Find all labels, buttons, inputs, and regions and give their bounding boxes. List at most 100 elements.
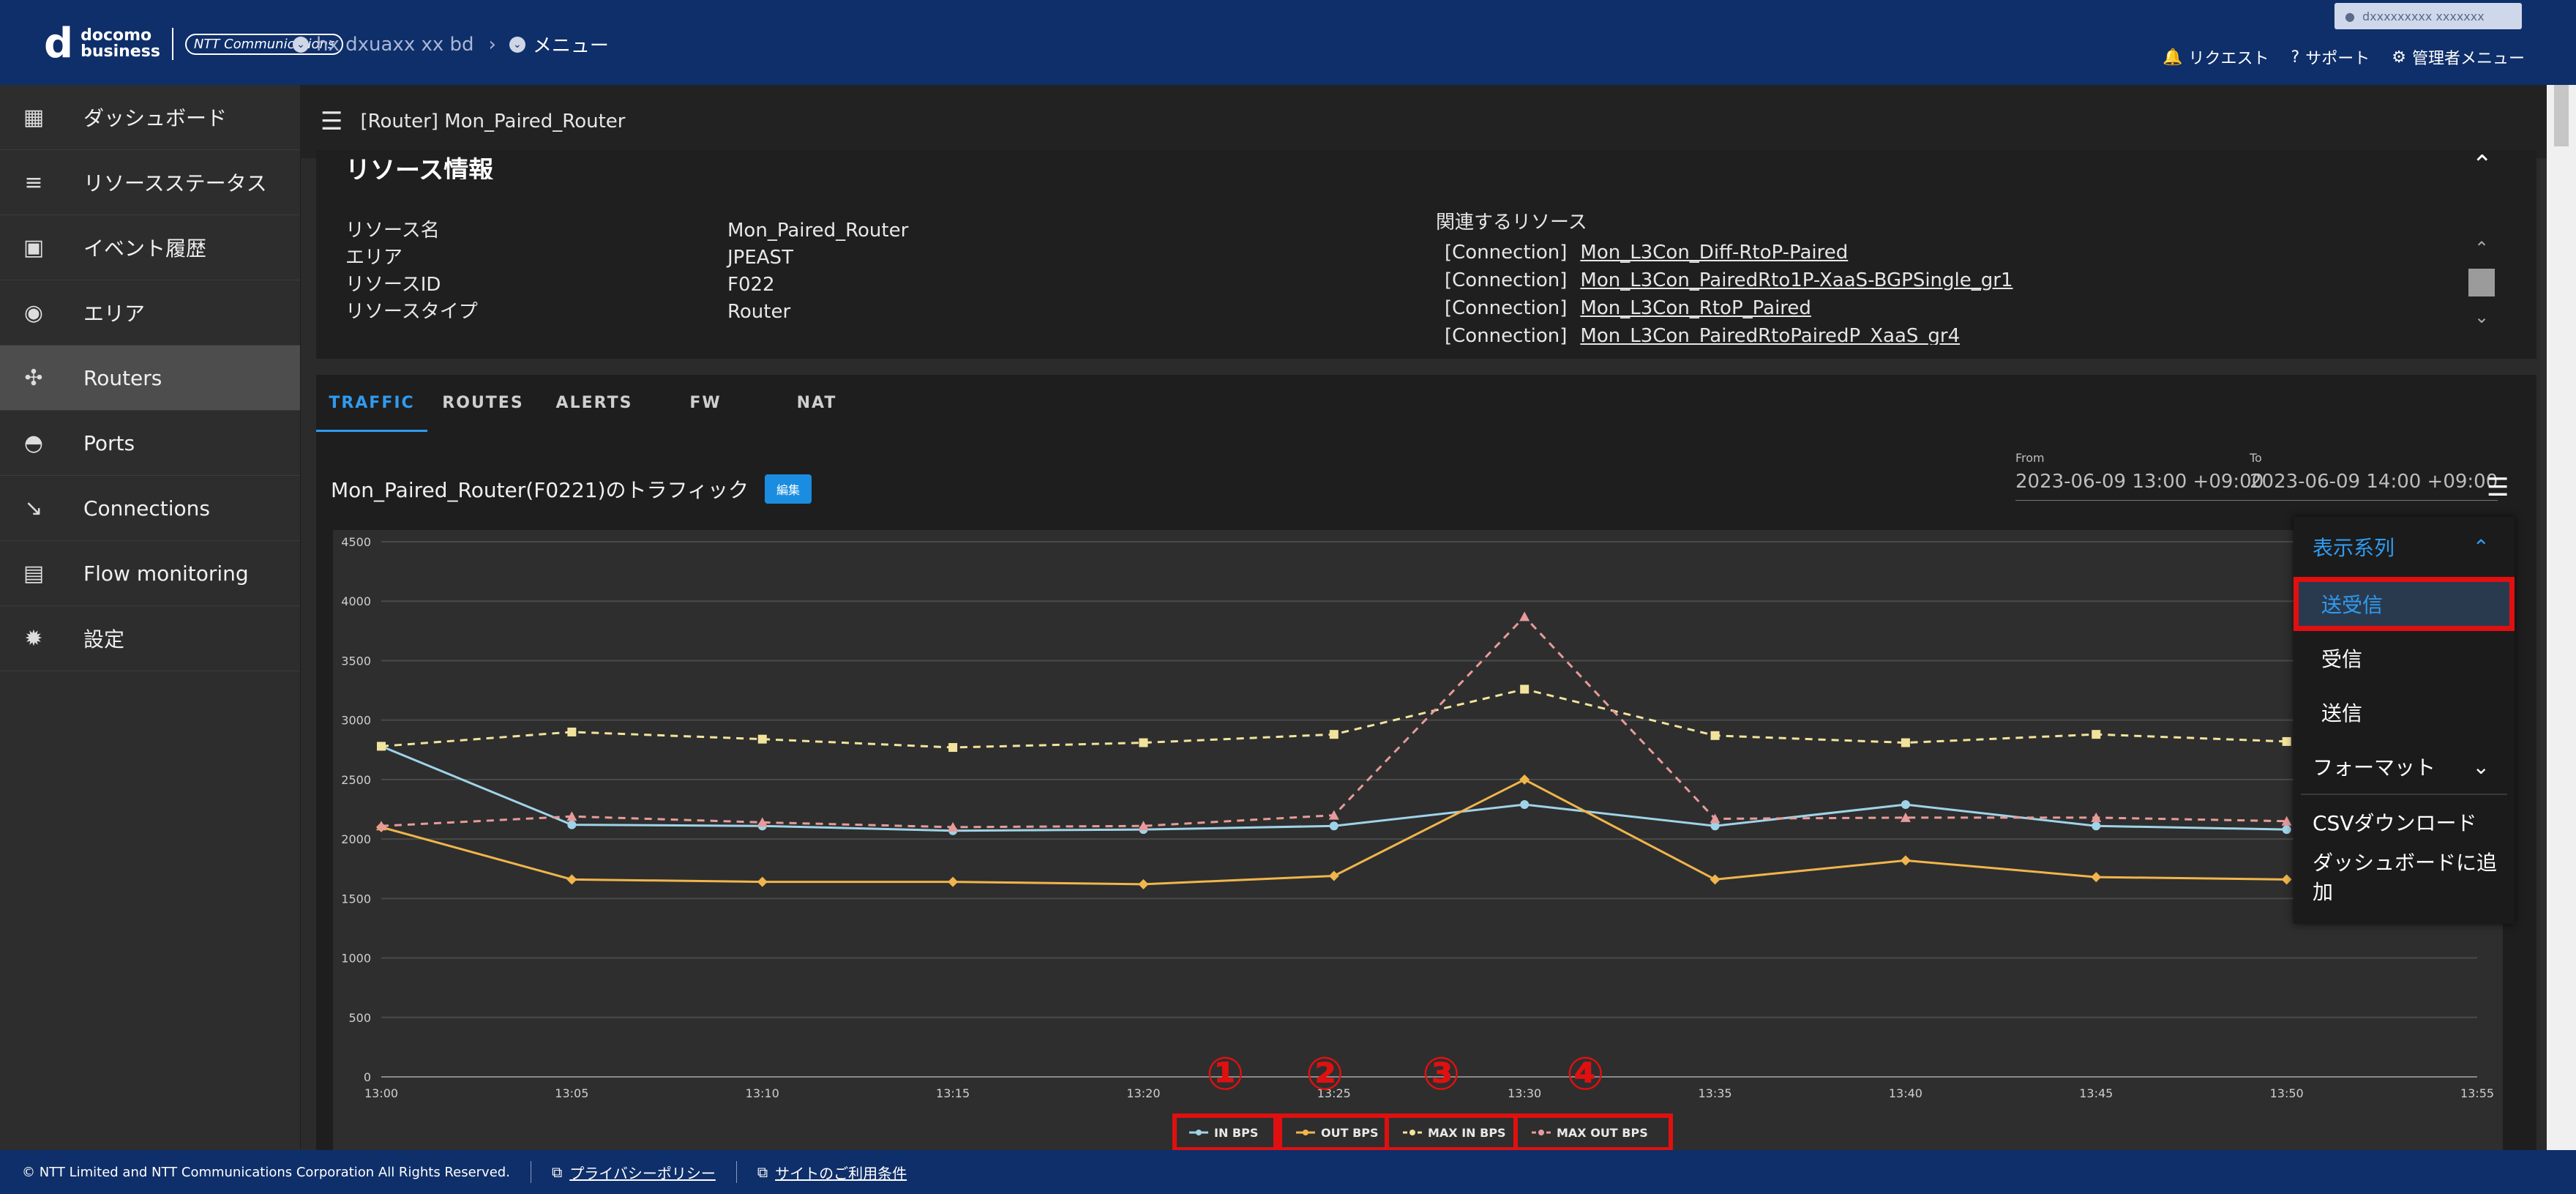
legend-item-label[interactable]: OUT BPS	[1321, 1126, 1379, 1140]
page-scrollbar[interactable]	[2547, 85, 2576, 1150]
menu-item-receive[interactable]: 受信	[2321, 647, 2363, 671]
sidebar-item-connections[interactable]: ↘ Connections	[0, 476, 300, 541]
data-point	[566, 811, 577, 821]
traffic-title-text: Mon_Paired_Router(F0221)のトラフィック	[331, 478, 749, 502]
data-point	[2281, 816, 2292, 826]
terms-link[interactable]: ⧉ サイトのご利用条件	[757, 1162, 907, 1183]
menu-item-csv-download[interactable]: CSVダウンロード	[2313, 811, 2477, 835]
from-label: From	[2015, 451, 2045, 465]
chevron-up-icon: ⌃	[2472, 534, 2490, 559]
tab-fw[interactable]: FW	[689, 394, 722, 412]
support-label: サポート	[2305, 50, 2370, 68]
sidebar-item-label: Routers	[83, 365, 162, 390]
field-label: リソースID	[345, 274, 441, 296]
chevron-right-icon: ›	[488, 33, 496, 56]
user-account-button[interactable]: ● dxxxxxxxxx xxxxxxx	[2334, 3, 2522, 29]
footer-divider	[735, 1161, 737, 1183]
data-point	[377, 742, 386, 751]
data-point	[567, 820, 577, 829]
sidebar-item-リソースステータス[interactable]: ≡ リソースステータス	[0, 150, 300, 215]
menu-item-add-dashboard[interactable]: ダッシュボードに追加	[2313, 851, 2498, 904]
sidebar-item-ダッシュボード[interactable]: ▦ ダッシュボード	[0, 85, 300, 150]
sidebar-item-routers[interactable]: ✣ Routers	[0, 346, 300, 411]
request-link[interactable]: 🔔 リクエスト	[2163, 45, 2269, 69]
user-name: dxxxxxxxxx xxxxxxx	[2362, 9, 2485, 23]
sidebar-item-label: リソースステータス	[83, 171, 267, 195]
chart-background	[333, 530, 2503, 1150]
from-value: 2023-06-09 13:00 +09:00	[2015, 471, 2264, 501]
sidebar-item-label: Connections	[83, 496, 211, 520]
support-link[interactable]: ? サポート	[2291, 45, 2370, 69]
resource-info-title: リソース情報	[345, 156, 494, 179]
sidebar-item-設定[interactable]: ✹ 設定	[0, 606, 300, 671]
x-tick-label: 13:55	[2460, 1086, 2494, 1100]
menu-item-send-receive[interactable]: 送受信	[2294, 577, 2515, 631]
admin-menu-link[interactable]: ⚙ 管理者メニュー	[2392, 45, 2525, 69]
resource-id-row: リソースID F022	[345, 272, 908, 299]
sidebar-item-エリア[interactable]: ◉ エリア	[0, 280, 300, 346]
related-link[interactable]: Mon_L3Con_PairedRto1P-XaaS-BGPSingle_gr1	[1580, 269, 2013, 291]
sidebar: ▦ ダッシュボード ≡ リソースステータス ▣ イベント履歴 ◉ エリア ✣ Routers ◓ Po…	[0, 85, 301, 1150]
docomo-d-mark: d	[44, 20, 74, 67]
menu-item-format[interactable]: フォーマット ⌄	[2294, 739, 2515, 794]
y-tick-label: 3500	[341, 654, 371, 668]
header-links: 🔔 リクエスト ? サポート ⚙ 管理者メニュー	[2141, 45, 2525, 69]
logo-brand-line1: docomo	[80, 26, 152, 45]
logo-divider	[171, 28, 173, 60]
data-point	[1138, 821, 1149, 831]
data-point	[1138, 878, 1149, 889]
from-datetime-field[interactable]: From 2023-06-09 13:00 +09:00	[2015, 451, 2264, 501]
data-point	[1328, 870, 1339, 881]
tab-alerts[interactable]: ALERTS	[555, 394, 633, 412]
tab-bar: TRAFFIC ROUTES ALERTS FW NAT	[316, 375, 872, 432]
tab-routes[interactable]: ROUTES	[442, 394, 524, 412]
router-icon: ✣	[24, 365, 43, 391]
grid-icon: ▦	[23, 104, 45, 130]
scroll-down-icon[interactable]: ⌄	[2474, 307, 2490, 327]
sidebar-item-イベント履歴[interactable]: ▣ イベント履歴	[0, 215, 300, 280]
breadcrumb: ⌄ hx dxuaxx xx bd › ⌄ メニュー	[293, 31, 609, 58]
sidebar-item-label: Ports	[83, 430, 135, 455]
scroll-up-icon[interactable]: ⌃	[2474, 238, 2490, 258]
legend-item-label[interactable]: MAX OUT BPS	[1557, 1126, 1648, 1140]
chart-menu-icon[interactable]: ☰	[2487, 473, 2509, 502]
related-scrollbar-thumb[interactable]	[2468, 269, 2495, 296]
port-icon: ◓	[23, 430, 44, 456]
related-resources-title: 関連するリソース	[1436, 212, 1587, 234]
data-point	[2282, 825, 2291, 835]
series-menu-header[interactable]: 表示系列 ⌃	[2294, 517, 2515, 577]
data-point	[757, 734, 767, 744]
format-label: フォーマット	[2313, 755, 2436, 780]
external-link-icon: ⧉	[551, 1163, 563, 1181]
breadcrumb-menu[interactable]: メニュー	[532, 35, 609, 57]
tab-traffic[interactable]: TRAFFIC	[316, 375, 427, 432]
related-scrollbar[interactable]: ⌃ ⌄	[2466, 238, 2497, 340]
annotation-box-3	[1385, 1113, 1518, 1152]
connection-icon: ↘	[24, 495, 43, 521]
related-item: [Connection] Mon_L3Con_Diff-RtoP-Paired	[1436, 239, 2431, 266]
to-datetime-field[interactable]: To 2023-06-09 14:00 +09:00	[2250, 451, 2498, 501]
traffic-title: Mon_Paired_Router(F0221)のトラフィック 編集	[331, 474, 812, 504]
menu-item-send[interactable]: 送信	[2321, 701, 2363, 725]
data-point	[2281, 874, 2292, 885]
hamburger-menu-icon[interactable]: ☰	[321, 107, 343, 136]
sidebar-item-flow-monitoring[interactable]: ▤ Flow monitoring	[0, 541, 300, 606]
x-tick-label: 13:30	[1508, 1086, 1541, 1100]
settings-icon: ✹	[24, 625, 43, 652]
area-row: エリア JPEAST	[345, 245, 908, 272]
user-icon: ●	[2345, 9, 2355, 23]
related-link[interactable]: Mon_L3Con_Diff-RtoP-Paired	[1580, 242, 1849, 264]
data-point	[1519, 611, 1530, 622]
sidebar-item-ports[interactable]: ◓ Ports	[0, 411, 300, 476]
related-link[interactable]: Mon_L3Con_PairedRtoPairedP_XaaS_gr4	[1580, 325, 1961, 345]
privacy-policy-link[interactable]: ⧉ プライバシーポリシー	[552, 1162, 716, 1183]
x-tick-label: 13:25	[1317, 1086, 1351, 1100]
breadcrumb-tenant[interactable]: hx dxuaxx xx bd	[316, 33, 474, 56]
tab-nat[interactable]: NAT	[796, 394, 837, 412]
legend-item-label[interactable]: MAX IN BPS	[1428, 1126, 1506, 1140]
legend-item-label[interactable]: IN BPS	[1214, 1126, 1258, 1140]
related-link[interactable]: Mon_L3Con_RtoP_Paired	[1580, 297, 1811, 319]
collapse-chevron-icon[interactable]: ⌃	[2471, 150, 2493, 179]
page-scrollbar-thumb[interactable]	[2554, 85, 2569, 146]
edit-button[interactable]: 編集	[764, 474, 812, 504]
